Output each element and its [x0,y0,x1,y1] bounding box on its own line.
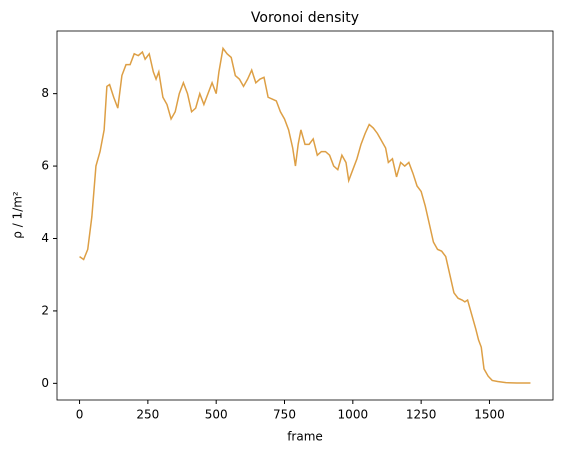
y-tick-label: 8 [41,86,49,100]
x-axis-label: frame [287,430,323,444]
y-tick-label: 6 [41,159,49,173]
x-tick-label: 500 [205,408,228,422]
x-tick-label: 1500 [474,408,505,422]
chart-title: Voronoi density [251,10,359,26]
plot-frame [56,30,554,401]
y-tick-label: 2 [41,303,49,317]
y-tick-label: 4 [41,231,49,245]
line [79,46,531,384]
x-tick-label: 1250 [406,408,437,422]
x-tick-label: 750 [273,408,296,422]
y-tick-label: 0 [41,376,49,390]
y-axis-label: ρ / 1/m² [11,191,25,239]
x-tick-label: 1000 [338,408,369,422]
x-tick-label: 250 [136,408,159,422]
x-tick-label: 0 [76,408,84,422]
